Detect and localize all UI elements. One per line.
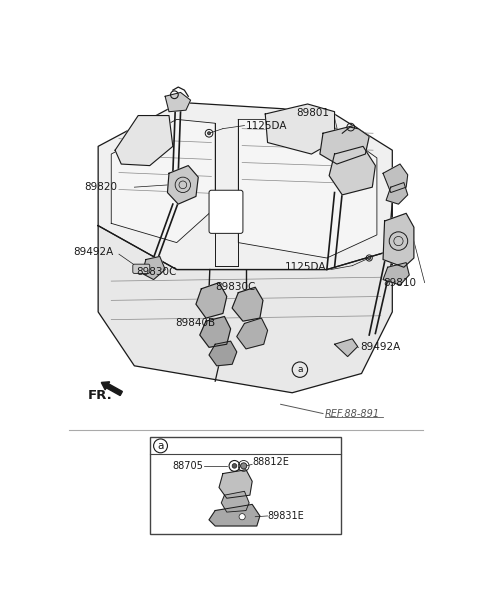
Polygon shape [111,120,215,243]
Text: 89830C: 89830C [137,267,177,277]
Text: a: a [297,365,303,374]
Text: 1125DA: 1125DA [246,121,288,131]
Text: FR.: FR. [88,389,113,401]
Text: 89801: 89801 [296,108,329,118]
Text: 89492A: 89492A [360,342,400,351]
Polygon shape [165,93,191,112]
Circle shape [239,514,245,520]
Polygon shape [200,317,230,347]
Bar [150,437,341,534]
Polygon shape [221,491,249,512]
Polygon shape [219,470,252,498]
Text: 89830C: 89830C [215,282,255,292]
FancyBboxPatch shape [209,190,243,234]
Polygon shape [196,282,227,318]
Text: a: a [157,441,164,451]
Polygon shape [238,120,377,258]
Polygon shape [98,226,392,393]
Polygon shape [237,318,267,349]
Polygon shape [115,115,173,165]
Polygon shape [335,339,358,357]
Polygon shape [386,182,408,204]
Text: REF.88-891: REF.88-891 [324,409,380,418]
Polygon shape [383,164,408,193]
Text: 89810: 89810 [383,278,416,288]
Text: 88812E: 88812E [252,457,289,467]
Circle shape [232,464,237,468]
Text: 89831E: 89831E [267,511,304,521]
Circle shape [240,463,247,469]
Polygon shape [209,341,237,366]
Polygon shape [265,104,335,154]
Polygon shape [383,214,414,267]
Polygon shape [98,102,392,270]
Polygon shape [320,126,369,164]
Polygon shape [383,263,409,285]
FancyArrow shape [101,382,122,395]
Text: 89840B: 89840B [175,318,216,328]
Polygon shape [142,256,165,279]
Text: 88705: 88705 [173,461,204,471]
Polygon shape [329,146,375,195]
Text: 1125DA: 1125DA [285,262,326,272]
Circle shape [207,132,211,135]
Polygon shape [232,287,263,321]
Polygon shape [168,165,198,204]
Circle shape [368,256,371,259]
FancyBboxPatch shape [133,264,150,273]
Polygon shape [209,504,260,526]
Text: 89492A: 89492A [73,247,113,257]
Text: 89820: 89820 [84,182,117,192]
